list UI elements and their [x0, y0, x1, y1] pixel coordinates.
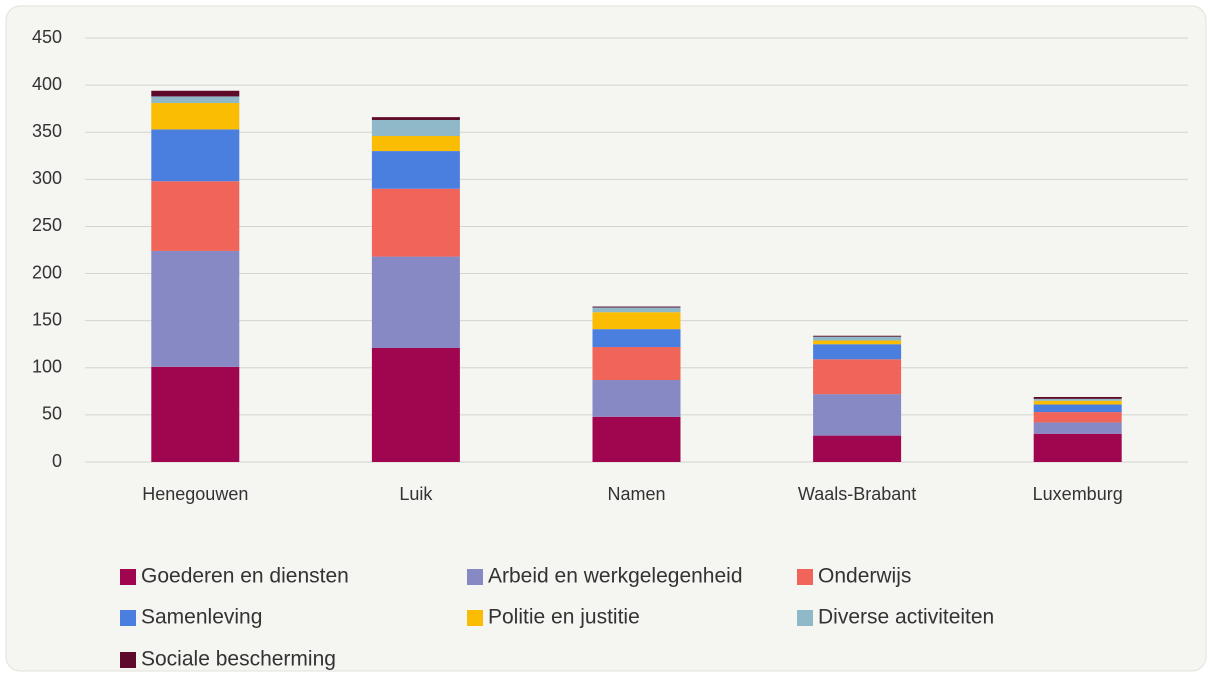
- y-tick-label: 200: [32, 262, 62, 282]
- x-tick-label: Henegouwen: [142, 484, 248, 504]
- legend-swatch: [120, 569, 136, 585]
- y-tick-label: 400: [32, 74, 62, 94]
- bar-segment: [371, 117, 460, 120]
- bar-segment: [371, 256, 460, 348]
- bar-segment: [1033, 433, 1122, 462]
- bar-segment: [371, 151, 460, 189]
- legend-label: Sociale bescherming: [141, 648, 336, 671]
- legend: Goederen en diensten Arbeid en werkgelege…: [120, 565, 994, 671]
- bar-segment: [151, 250, 240, 367]
- bar-segment: [1033, 400, 1122, 405]
- y-tick-label: 450: [32, 27, 62, 47]
- bar-segment: [151, 96, 240, 104]
- bar-segment: [371, 119, 460, 136]
- bar-segment: [1033, 396, 1122, 399]
- bar-segment: [592, 306, 681, 308]
- bar-segment: [1033, 398, 1122, 401]
- y-tick-label: 350: [32, 121, 62, 141]
- legend-swatch: [797, 569, 813, 585]
- legend-swatch: [467, 610, 483, 626]
- y-tick-label: 250: [32, 215, 62, 235]
- x-tick-label: Waals-Brabant: [798, 484, 916, 504]
- bar-segment: [592, 312, 681, 330]
- x-tick-label: Luik: [399, 484, 433, 504]
- legend-label: Diverse activiteiten: [818, 606, 994, 629]
- bar-segment: [371, 347, 460, 462]
- y-tick-label: 50: [42, 404, 62, 424]
- legend-label: Onderwijs: [818, 565, 911, 588]
- legend-label: Arbeid en werkgelegenheid: [488, 565, 743, 588]
- bar-segment: [813, 435, 902, 462]
- legend-label: Samenleving: [141, 606, 262, 629]
- bar-segment: [592, 380, 681, 417]
- bar-segment: [592, 416, 681, 462]
- bar-segment: [1033, 404, 1122, 413]
- y-tick-label: 300: [32, 168, 62, 188]
- legend-swatch: [120, 610, 136, 626]
- y-tick-label: 0: [52, 451, 62, 471]
- bar-segment: [813, 335, 902, 337]
- bar-segment: [1033, 422, 1122, 434]
- bar-segment: [151, 366, 240, 462]
- bar-segment: [1033, 412, 1122, 423]
- bar-segment: [371, 135, 460, 152]
- bar-segment: [813, 344, 902, 360]
- y-tick-label: 100: [32, 357, 62, 377]
- legend-swatch: [467, 569, 483, 585]
- bar-segment: [151, 181, 240, 251]
- x-tick-label: Namen: [607, 484, 665, 504]
- bar-segment: [151, 103, 240, 130]
- bar-segment: [813, 340, 902, 345]
- y-tick-label: 150: [32, 309, 62, 329]
- bar-segment: [813, 394, 902, 436]
- bar-segment: [813, 336, 902, 341]
- legend-swatch: [120, 652, 136, 668]
- legend-label: Goederen en diensten: [141, 565, 349, 588]
- bar-segment: [151, 129, 240, 182]
- bar-segment: [813, 359, 902, 395]
- bar-segment: [151, 90, 240, 97]
- x-tick-label: Luxemburg: [1033, 484, 1123, 504]
- bar-segment: [592, 347, 681, 381]
- bar-segment: [592, 307, 681, 313]
- legend-swatch: [797, 610, 813, 626]
- bar-segment: [371, 188, 460, 257]
- legend-label: Politie en justitie: [488, 606, 640, 629]
- bar-segment: [592, 329, 681, 348]
